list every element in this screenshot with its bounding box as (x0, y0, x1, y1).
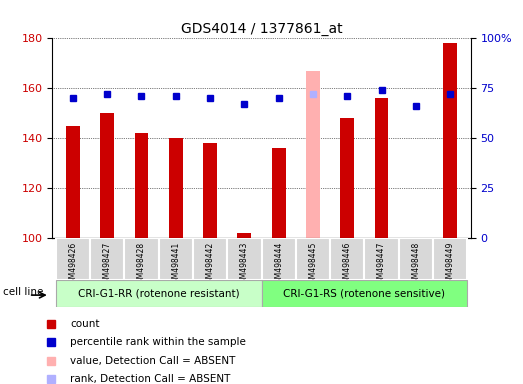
Text: GSM498449: GSM498449 (446, 242, 454, 288)
Bar (100, 113, 114, 238)
Bar (272, 148, 286, 238)
FancyBboxPatch shape (56, 280, 262, 307)
Text: GSM498428: GSM498428 (137, 242, 146, 288)
Bar (134, 133, 149, 238)
Text: GSM498447: GSM498447 (377, 242, 386, 288)
FancyBboxPatch shape (124, 238, 158, 280)
Bar (306, 71, 320, 238)
FancyBboxPatch shape (433, 238, 467, 280)
FancyBboxPatch shape (262, 280, 467, 307)
Title: GDS4014 / 1377861_at: GDS4014 / 1377861_at (180, 22, 343, 36)
Text: count: count (70, 319, 99, 329)
Bar (444, 43, 457, 238)
Text: GSM498444: GSM498444 (274, 242, 283, 288)
Bar (374, 98, 389, 238)
Text: GSM498441: GSM498441 (171, 242, 180, 288)
Text: GSM498442: GSM498442 (206, 242, 214, 288)
Text: CRI-G1-RS (rotenone sensitive): CRI-G1-RS (rotenone sensitive) (283, 289, 446, 299)
Bar (237, 233, 251, 238)
Text: GSM498446: GSM498446 (343, 242, 352, 288)
Bar (203, 143, 217, 238)
FancyBboxPatch shape (193, 238, 227, 280)
Text: GSM498448: GSM498448 (411, 242, 420, 288)
Bar (169, 138, 183, 238)
FancyBboxPatch shape (296, 238, 330, 280)
Text: GSM498443: GSM498443 (240, 242, 249, 288)
FancyBboxPatch shape (365, 238, 399, 280)
Text: GSM498445: GSM498445 (309, 242, 317, 288)
Text: GSM498427: GSM498427 (103, 242, 112, 288)
FancyBboxPatch shape (227, 238, 262, 280)
FancyBboxPatch shape (262, 238, 296, 280)
Text: cell line: cell line (3, 287, 43, 298)
FancyBboxPatch shape (399, 238, 433, 280)
Text: GSM498426: GSM498426 (69, 242, 77, 288)
Text: percentile rank within the sample: percentile rank within the sample (70, 338, 246, 348)
FancyBboxPatch shape (158, 238, 193, 280)
Bar (340, 118, 354, 238)
Text: CRI-G1-RR (rotenone resistant): CRI-G1-RR (rotenone resistant) (78, 289, 240, 299)
FancyBboxPatch shape (90, 238, 124, 280)
Text: value, Detection Call = ABSENT: value, Detection Call = ABSENT (70, 356, 235, 366)
Bar (66, 126, 79, 238)
FancyBboxPatch shape (330, 238, 365, 280)
Text: rank, Detection Call = ABSENT: rank, Detection Call = ABSENT (70, 374, 231, 384)
FancyBboxPatch shape (56, 238, 90, 280)
